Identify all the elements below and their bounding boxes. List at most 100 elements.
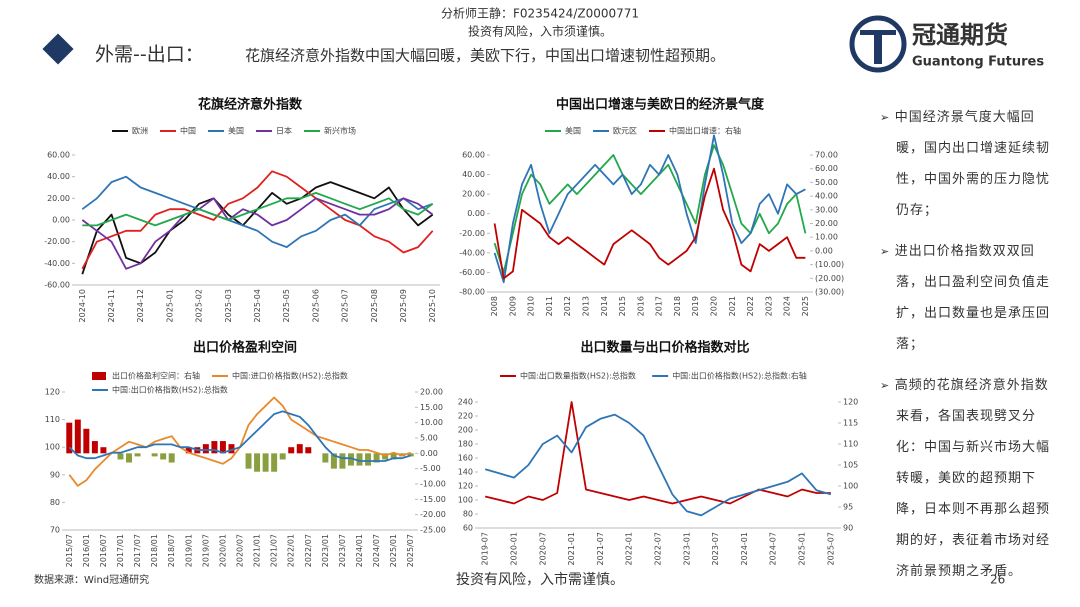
bar bbox=[117, 453, 124, 460]
x-tick-label: 2016/01 bbox=[82, 534, 91, 567]
x-tick-label: 2025-08 bbox=[370, 289, 379, 322]
legend-label: 中国出口增速：右轴 bbox=[669, 126, 741, 136]
bar bbox=[66, 422, 73, 454]
x-tick-label: 2025-01 bbox=[798, 532, 807, 565]
line-series bbox=[82, 192, 434, 227]
x-tick-label: 2025-09 bbox=[399, 289, 408, 322]
x-tick-label: 2020-01 bbox=[510, 532, 519, 565]
x-tick-label: 2024/01 bbox=[355, 534, 364, 567]
slide-title: 花旗经济意外指数中国大幅回暖，美欧下行，中国出口增速韧性超预期。 bbox=[245, 47, 725, 65]
bar bbox=[228, 444, 235, 454]
legend-label: 日本 bbox=[276, 126, 292, 136]
x-tick-label: 2017/01 bbox=[116, 534, 125, 567]
y-tick-label: 100 bbox=[45, 443, 60, 452]
y-tick-label: 220 bbox=[458, 412, 473, 421]
x-tick-label: 2025-07 bbox=[341, 289, 350, 322]
y2-tick-label: 120 bbox=[843, 398, 858, 407]
y-tick-label: -40.00 bbox=[44, 259, 70, 268]
line-series bbox=[68, 410, 411, 462]
chart-title: 花旗经济意外指数 bbox=[198, 97, 303, 113]
x-tick-label: 2022/01 bbox=[287, 534, 296, 567]
legend-label: 出口价格盈利空间：右轴 bbox=[112, 371, 200, 381]
y-tick-label: 40.00 bbox=[47, 172, 70, 181]
y2-tick-label: 100 bbox=[843, 482, 858, 491]
x-tick-label: 2023-01 bbox=[682, 532, 691, 565]
y2-tick-label: 60.00 bbox=[815, 164, 838, 173]
x-tick-label: 2025-07 bbox=[826, 532, 835, 565]
x-tick-label: 2025 bbox=[801, 296, 810, 316]
y-tick-label: 60 bbox=[463, 524, 473, 533]
x-tick-label: 2010 bbox=[527, 296, 536, 316]
x-tick-label: 2018/07 bbox=[167, 534, 176, 567]
risk-note: 投资有风险，入市须谨慎。 bbox=[468, 24, 612, 39]
y-tick-label: -60.00 bbox=[44, 281, 70, 290]
bar bbox=[322, 453, 329, 463]
legend-label: 中国:出口价格指数(HS2):总指数 bbox=[112, 385, 228, 395]
legend-swatch bbox=[92, 372, 106, 380]
bullet: 中国经济景气度大幅回暖，国内出口增速延续韧性，中国外需的压力隐忧仍存； bbox=[880, 102, 1058, 226]
y-tick-label: 110 bbox=[45, 415, 60, 424]
legend-label: 新兴市场 bbox=[324, 126, 356, 136]
y-tick-label: 40.00 bbox=[462, 170, 485, 179]
bar bbox=[356, 453, 363, 466]
x-tick-label: 2018 bbox=[673, 296, 682, 316]
y2-tick-label: 115 bbox=[843, 419, 858, 428]
line-series bbox=[81, 197, 434, 270]
x-tick-label: 2025-02 bbox=[195, 289, 204, 322]
y2-tick-label: 70.00 bbox=[815, 151, 838, 160]
y-tick-label: 120 bbox=[458, 482, 473, 491]
y-tick-label: 140 bbox=[458, 468, 473, 477]
y2-tick-label: 5.00 bbox=[420, 434, 438, 443]
y-tick-label: 0.00 bbox=[467, 209, 485, 218]
y2-tick-label: 110 bbox=[843, 440, 858, 449]
bar bbox=[305, 447, 312, 454]
x-tick-label: 2024 bbox=[783, 296, 792, 316]
x-tick-label: 2017 bbox=[655, 296, 664, 316]
y-tick-label: -40.00 bbox=[459, 248, 485, 257]
x-tick-label: 2021-07 bbox=[596, 532, 605, 565]
bar bbox=[160, 453, 167, 460]
bar bbox=[254, 453, 261, 472]
y2-tick-label: -25.00 bbox=[420, 526, 446, 535]
y-tick-label: 160 bbox=[458, 454, 473, 463]
bar bbox=[390, 453, 397, 460]
y-tick-label: -20.00 bbox=[44, 237, 70, 246]
bar bbox=[330, 453, 337, 469]
bar bbox=[126, 453, 133, 463]
x-tick-label: 2025-04 bbox=[253, 289, 262, 322]
bar bbox=[74, 419, 81, 454]
bar bbox=[185, 447, 192, 454]
y2-tick-label: -15.00 bbox=[420, 495, 446, 504]
footer-risk: 投资有风险，入市需谨慎。 bbox=[456, 571, 624, 588]
legend-label: 中国 bbox=[180, 126, 196, 136]
x-tick-label: 2024-11 bbox=[107, 289, 116, 322]
y2-tick-label: 95 bbox=[843, 503, 853, 512]
y2-tick-label: (10.00) bbox=[815, 260, 844, 269]
line-series bbox=[81, 175, 434, 248]
line-series bbox=[493, 134, 806, 284]
x-tick-label: 2021/07 bbox=[270, 534, 279, 567]
y-tick-label: 60.00 bbox=[47, 151, 70, 160]
y2-tick-label: 0.00 bbox=[420, 449, 438, 458]
x-tick-label: 2024/07 bbox=[372, 534, 381, 567]
y2-tick-label: 10.00 bbox=[420, 418, 443, 427]
line-series bbox=[81, 170, 434, 270]
bar bbox=[91, 441, 98, 454]
bar bbox=[365, 453, 372, 466]
line-series bbox=[68, 396, 411, 487]
chart-title: 出口数量与出口价格指数对比 bbox=[580, 340, 749, 356]
y2-tick-label: 50.00 bbox=[815, 178, 838, 187]
bar bbox=[279, 453, 286, 460]
y-tick-label: 90 bbox=[50, 470, 60, 479]
legend-label: 欧洲 bbox=[132, 126, 148, 136]
x-tick-label: 2020/01 bbox=[218, 534, 227, 567]
y2-tick-label: 90 bbox=[843, 524, 853, 533]
x-tick-label: 2016 bbox=[636, 296, 645, 316]
bar bbox=[83, 428, 90, 454]
x-tick-label: 2021 bbox=[728, 296, 737, 316]
bar bbox=[219, 441, 226, 454]
line-series bbox=[493, 167, 806, 280]
y2-tick-label: 105 bbox=[843, 461, 858, 470]
x-tick-label: 2023 bbox=[764, 296, 773, 316]
